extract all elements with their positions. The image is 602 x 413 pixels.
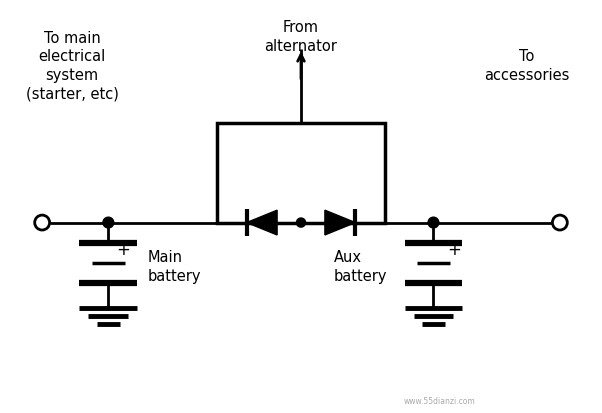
Text: www.55dianzi.com: www.55dianzi.com: [403, 396, 476, 405]
Text: Aux
battery: Aux battery: [334, 249, 388, 283]
Ellipse shape: [553, 216, 567, 230]
Text: To main
electrical
system
(starter, etc): To main electrical system (starter, etc): [26, 31, 119, 102]
Text: +: +: [447, 241, 462, 259]
Text: +: +: [116, 241, 131, 259]
Ellipse shape: [428, 218, 439, 228]
Polygon shape: [247, 211, 277, 235]
Ellipse shape: [103, 218, 114, 228]
Ellipse shape: [35, 216, 49, 230]
Bar: [217, 124, 385, 223]
Ellipse shape: [296, 218, 306, 228]
Text: Main
battery: Main battery: [147, 249, 201, 283]
Text: To
accessories: To accessories: [484, 49, 569, 83]
Text: From
alternator: From alternator: [264, 20, 338, 54]
Polygon shape: [325, 211, 355, 235]
